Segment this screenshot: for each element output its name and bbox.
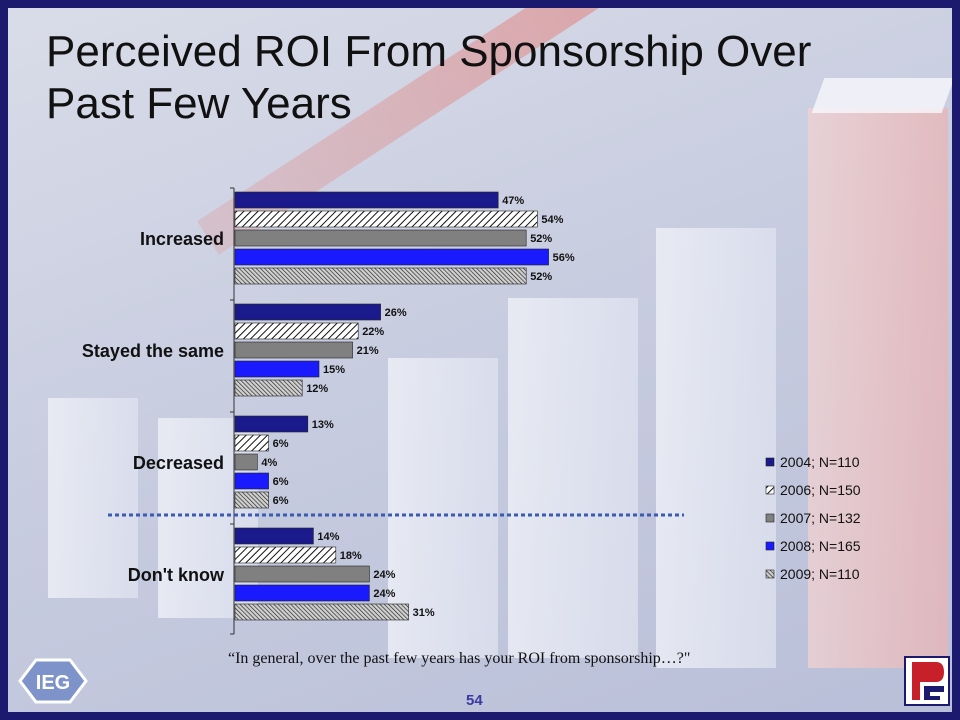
background-block	[656, 228, 776, 668]
bar	[234, 341, 353, 359]
bar	[234, 491, 269, 509]
bar	[234, 191, 499, 209]
bar	[234, 360, 320, 378]
background-block	[808, 108, 948, 668]
category-label: Decreased	[133, 453, 224, 473]
legend-swatch	[765, 569, 775, 579]
bar-value-label: 13%	[312, 419, 334, 431]
bar-value-label: 14%	[317, 531, 339, 543]
page-title: Perceived ROI From Sponsorship Over Past…	[46, 27, 812, 128]
bar	[234, 527, 314, 545]
bar	[234, 603, 409, 621]
bar-value-label: 52%	[530, 233, 552, 245]
chart-axis	[230, 187, 235, 635]
chart-bars	[234, 191, 549, 621]
legend-label: 2007; N=132	[780, 510, 861, 526]
survey-question: “In general, over the past few years has…	[228, 650, 691, 667]
legend-swatch	[765, 541, 775, 551]
bar-value-label: 6%	[273, 476, 289, 488]
bar-value-label: 31%	[413, 607, 435, 619]
bar	[234, 584, 370, 602]
bar-value-label: 12%	[306, 383, 328, 395]
bar	[234, 303, 381, 321]
background-block	[158, 418, 258, 618]
background-block	[508, 298, 638, 658]
bar-value-label: 6%	[273, 438, 289, 450]
bar-value-label: 21%	[357, 345, 379, 357]
background-block	[48, 398, 138, 598]
bar	[234, 229, 527, 247]
bar	[234, 415, 309, 433]
ieg-logo-text: IEG	[36, 672, 70, 694]
chart-category-labels: Increased Stayed the same Decreased Don't k…	[82, 229, 225, 585]
bar	[234, 472, 269, 490]
chart-legend: 2004; N=110 2006; N=150 2007; N=132 2008; N…	[765, 454, 861, 582]
bar	[234, 546, 337, 564]
category-label: Increased	[140, 229, 224, 249]
bar-value-label: 47%	[502, 195, 524, 207]
bar	[234, 248, 549, 266]
ieg-logo: IEG	[18, 658, 88, 704]
category-label: Stayed the same	[82, 341, 224, 361]
legend-swatch	[765, 457, 775, 467]
bar	[234, 267, 527, 285]
bar-value-label: 54%	[541, 214, 563, 226]
bar-value-label: 26%	[385, 307, 407, 319]
bar	[234, 379, 303, 397]
bar	[234, 210, 538, 228]
bar-value-label: 22%	[362, 326, 384, 338]
bar-value-label: 24%	[373, 588, 395, 600]
chart-value-labels: 47% 54% 52%56%52% 26%22% 21% 15% 12% 13% 6% 4% 6% 6…	[261, 195, 574, 619]
legend-label: 2006; N=150	[780, 482, 861, 498]
legend-label: 2004; N=110	[780, 454, 860, 470]
legend-label: 2009; N=110	[780, 566, 860, 582]
bar-value-label: 24%	[373, 569, 395, 581]
bar	[234, 322, 359, 340]
bar-value-label: 15%	[323, 364, 345, 376]
bar	[234, 453, 258, 471]
bar-chart: 47% 54% 52%56%52% 26%22% 21% 15% 12% 13% 6% 4% 6% 6…	[82, 187, 861, 635]
legend-swatch	[765, 485, 775, 495]
bar	[234, 434, 269, 452]
bar	[234, 565, 370, 583]
bar-value-label: 6%	[273, 495, 289, 507]
bar-value-label: 18%	[340, 550, 362, 562]
bar-value-label: 4%	[261, 457, 277, 469]
bar-value-label: 56%	[553, 252, 575, 264]
page-number: 54	[466, 692, 483, 709]
pf-logo	[904, 656, 950, 706]
legend-label: 2008; N=165	[780, 538, 861, 554]
legend-swatch	[765, 513, 775, 523]
bar-value-label: 52%	[530, 271, 552, 283]
category-label: Don't know	[128, 565, 225, 585]
